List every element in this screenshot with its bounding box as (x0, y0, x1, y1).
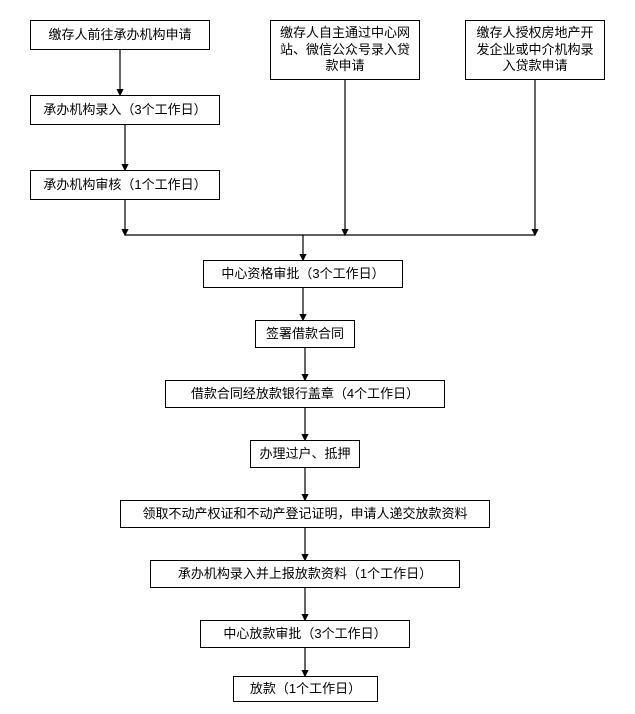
node-m1: 中心资格审批（3个工作日） (203, 260, 403, 288)
node-label: 承办机构录入（3个工作日） (43, 102, 206, 119)
node-c1: 缴存人授权房地产开发企业或中介机构录入贷款申请 (465, 20, 605, 80)
node-a1: 缴存人前往承办机构申请 (30, 20, 210, 50)
node-label: 缴存人自主通过中心网站、微信公众号录入贷款申请 (277, 25, 413, 76)
node-label: 放款（1个工作日） (250, 681, 361, 698)
node-label: 办理过户、抵押 (259, 446, 350, 463)
node-label: 领取不动产权证和不动产登记证明，申请人递交放款资料 (142, 506, 467, 523)
node-m4: 办理过户、抵押 (250, 440, 360, 468)
node-m2: 签署借款合同 (255, 320, 355, 348)
node-m6: 承办机构录入并上报放款资料（1个工作日） (150, 560, 460, 588)
node-m7: 中心放款审批（3个工作日） (200, 620, 410, 648)
node-label: 借款合同经放款银行盖章（4个工作日） (191, 386, 419, 403)
node-a2: 承办机构录入（3个工作日） (30, 95, 220, 125)
flowchart-canvas: 缴存人前往承办机构申请 承办机构录入（3个工作日） 承办机构审核（1个工作日） … (0, 0, 635, 714)
node-label: 承办机构审核（1个工作日） (43, 177, 206, 194)
node-b1: 缴存人自主通过中心网站、微信公众号录入贷款申请 (270, 20, 420, 80)
node-label: 缴存人授权房地产开发企业或中介机构录入贷款申请 (472, 25, 598, 76)
node-label: 中心资格审批（3个工作日） (221, 266, 384, 283)
node-a3: 承办机构审核（1个工作日） (30, 170, 220, 200)
node-label: 承办机构录入并上报放款资料（1个工作日） (178, 566, 432, 583)
node-m5: 领取不动产权证和不动产登记证明，申请人递交放款资料 (120, 500, 490, 528)
node-label: 中心放款审批（3个工作日） (223, 626, 386, 643)
node-label: 签署借款合同 (266, 326, 344, 343)
node-label: 缴存人前往承办机构申请 (48, 27, 191, 44)
node-m8: 放款（1个工作日） (233, 676, 378, 702)
node-m3: 借款合同经放款银行盖章（4个工作日） (165, 380, 445, 408)
